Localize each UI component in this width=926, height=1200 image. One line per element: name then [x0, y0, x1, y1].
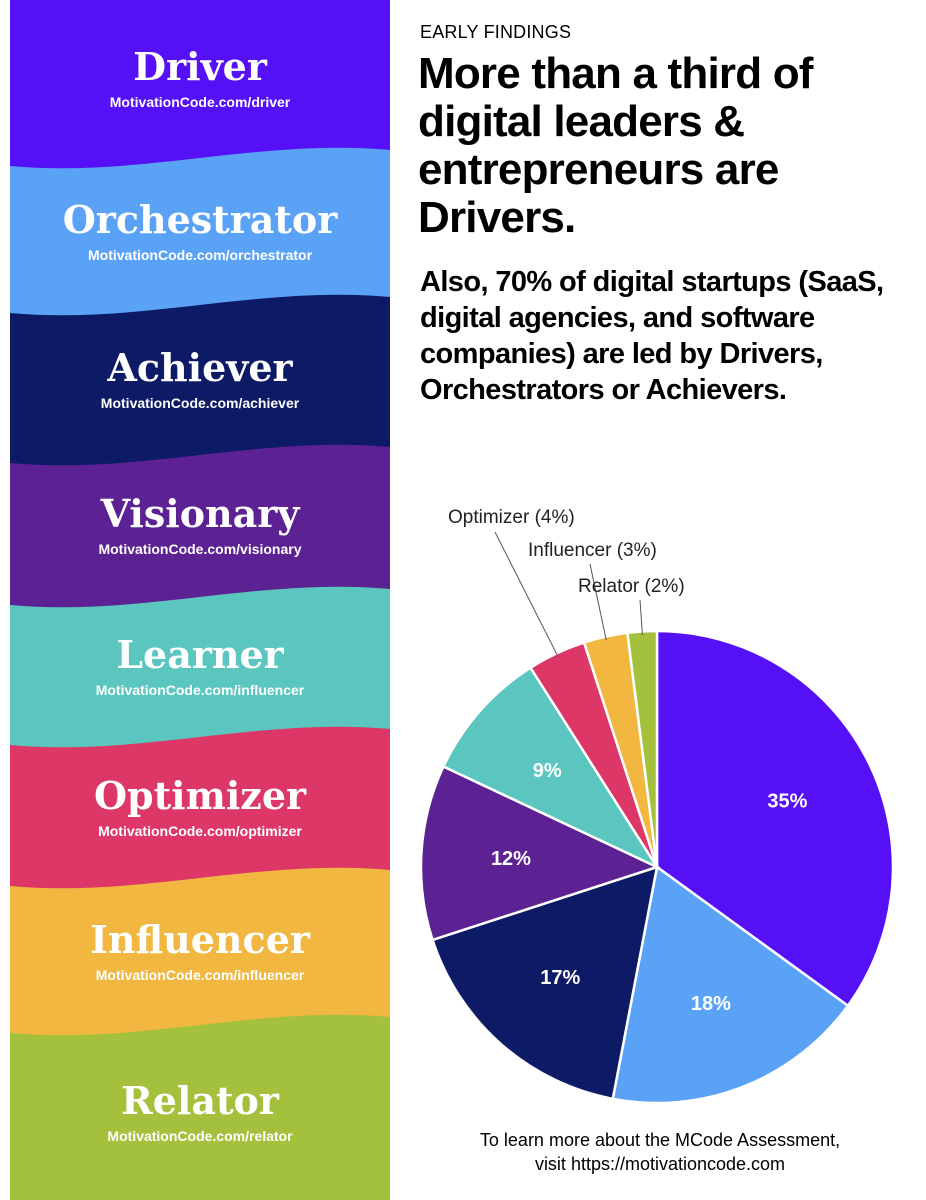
- pie-callout-influencer: Influencer (3%): [528, 540, 657, 561]
- band-link[interactable]: MotivationCode.com/achiever: [100, 395, 300, 411]
- kicker: EARLY FINDINGS: [420, 22, 572, 42]
- band-relator: [10, 1014, 390, 1200]
- band-label-orchestrator: Orchestrator MotivationCode.com/orchestra…: [0, 196, 400, 264]
- band-label-relator: Relator MotivationCode.com/relator: [0, 1077, 400, 1145]
- band-label-learner: Learner MotivationCode.com/influencer: [0, 633, 400, 699]
- band-label-visionary: Visionary MotivationCode.com/visionary: [0, 492, 400, 558]
- band-visionary: [10, 444, 390, 610]
- motivation-bands: [10, 0, 390, 1200]
- band-label-optimizer: Optimizer MotivationCode.com/optimizer: [0, 772, 400, 840]
- band-title: Relator: [121, 1077, 279, 1123]
- band-learner: [10, 586, 390, 750]
- band-title: Achiever: [107, 345, 293, 390]
- band-title: Influencer: [90, 916, 310, 962]
- pie-slice-learner: [441, 666, 661, 870]
- band-title: Visionary: [100, 491, 300, 536]
- band-link[interactable]: MotivationCode.com/influencer: [95, 682, 305, 698]
- band-title: Optimizer: [93, 772, 307, 818]
- pie-slice-achiever: [430, 865, 659, 1101]
- band-title: Learner: [116, 632, 284, 677]
- headline: More than a third of digital leaders & e…: [418, 49, 813, 242]
- footer-line-2[interactable]: visit https://motivationcode.com: [534, 1154, 786, 1174]
- band-label-driver: Driver MotivationCode.com/driver: [0, 45, 400, 111]
- band-driver: [10, 0, 390, 171]
- subhead: Also, 70% of digital startups (SaaS, dig…: [420, 266, 884, 406]
- pie-label-driver: 35%: [767, 791, 807, 813]
- pie-callout-optimizer: Optimizer (4%): [448, 507, 575, 528]
- leader-line-relator: [639, 599, 643, 636]
- band-orchestrator: [10, 147, 390, 318]
- band-link[interactable]: MotivationCode.com/orchestrator: [87, 246, 313, 263]
- footer-line-1: To learn more about the MCode Assessment…: [479, 1130, 841, 1150]
- band-title: Orchestrator: [62, 196, 338, 242]
- pie-callout-relator: Relator (2%): [578, 576, 685, 597]
- band-optimizer: [10, 726, 390, 891]
- band-achiever: [10, 294, 390, 468]
- band-link[interactable]: MotivationCode.com/driver: [109, 94, 291, 110]
- pie-label-learner: 9%: [533, 760, 562, 782]
- band-label-influencer: Influencer MotivationCode.com/influencer: [0, 916, 400, 984]
- pie-slice-orchestrator: [611, 864, 850, 1105]
- band-link[interactable]: MotivationCode.com/influencer: [95, 966, 305, 983]
- pie-chart: 35% 18% 17% 12% 9% Optimizer (4%) Influencer (…: [419, 507, 895, 1105]
- band-link[interactable]: MotivationCode.com/visionary: [98, 541, 302, 557]
- leader-line-influencer: [589, 563, 607, 641]
- band-label-achiever: Achiever MotivationCode.com/achiever: [0, 346, 400, 412]
- footer: To learn more about the MCode Assessment…: [420, 1128, 900, 1176]
- band-influencer: [10, 867, 390, 1038]
- pie-slice-visionary: [419, 764, 661, 942]
- leader-line-optimizer: [494, 531, 559, 657]
- band-title: Driver: [133, 44, 267, 89]
- pie-label-visionary: 12%: [491, 848, 531, 870]
- pie-label-achiever: 17%: [540, 967, 580, 989]
- band-link[interactable]: MotivationCode.com/relator: [107, 1127, 293, 1144]
- band-link[interactable]: MotivationCode.com/optimizer: [98, 822, 302, 839]
- pie-label-orchestrator: 18%: [691, 993, 731, 1015]
- pie-slice-driver: [655, 629, 895, 1008]
